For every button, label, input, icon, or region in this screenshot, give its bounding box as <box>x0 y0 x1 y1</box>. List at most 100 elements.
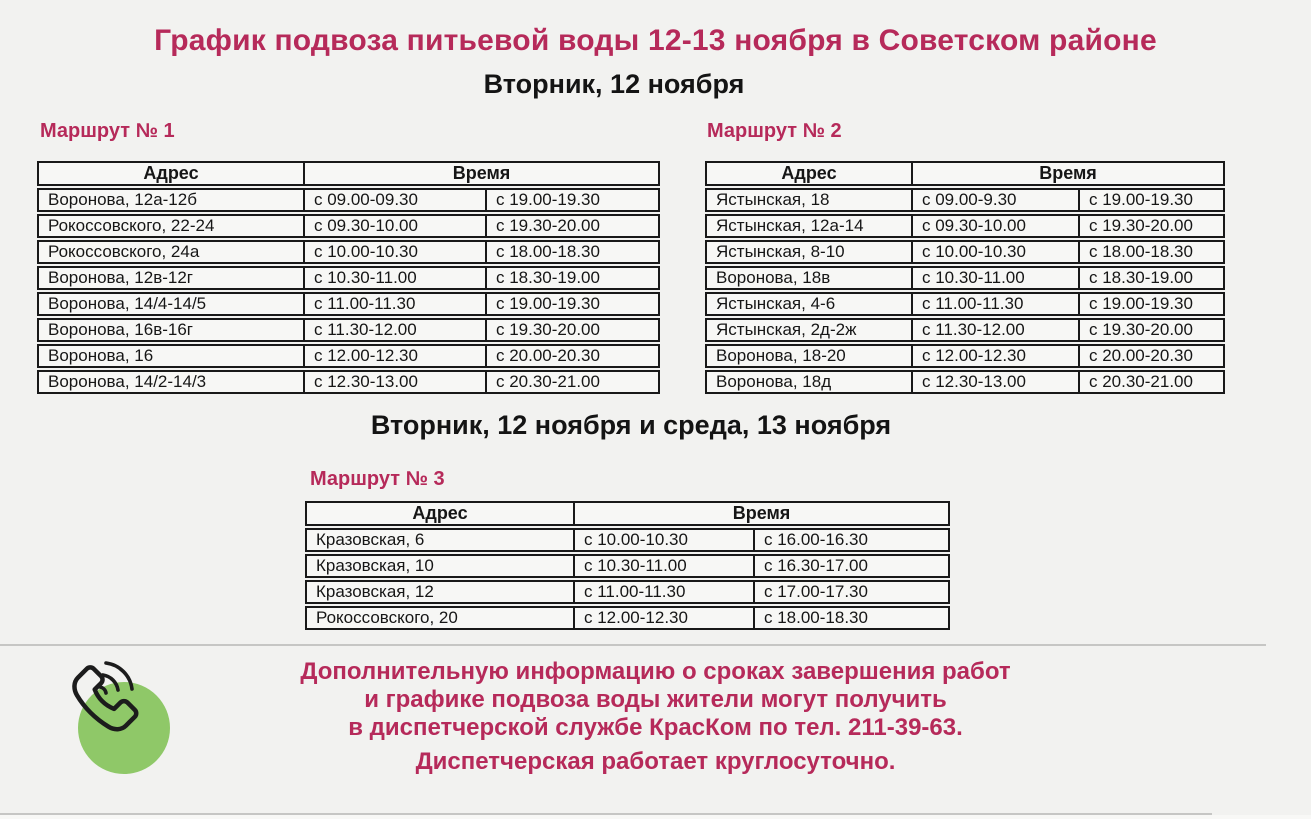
address-cell: Воронова, 16 <box>37 344 305 368</box>
address-cell: Ястынская, 4-6 <box>705 292 913 316</box>
time-slot-1-cell: с 09.30-10.00 <box>913 214 1080 238</box>
address-cell: Рокоссовского, 22-24 <box>37 214 305 238</box>
time-slot-1-cell: с 10.00-10.30 <box>305 240 487 264</box>
time-slot-2-cell: с 16.30-17.00 <box>755 554 950 578</box>
route-2-label: Маршрут № 2 <box>707 120 842 142</box>
time-slot-2-cell: с 18.30-19.00 <box>487 266 660 290</box>
time-column-header: Время <box>575 501 950 526</box>
page-title: График подвоза питьевой воды 12-13 ноябр… <box>154 24 1157 57</box>
time-slot-2-cell: с 19.00-19.30 <box>1080 188 1225 212</box>
address-cell: Воронова, 16в-16г <box>37 318 305 342</box>
footer-info-line-1: Дополнительную информацию о сроках завер… <box>300 658 1011 685</box>
address-cell: Кразовская, 10 <box>305 554 575 578</box>
time-slot-1-cell: с 09.00-9.30 <box>913 188 1080 212</box>
time-slot-2-cell: с 20.00-20.30 <box>1080 344 1225 368</box>
footer-info-line-2: и графике подвоза воды жители могут полу… <box>364 686 947 713</box>
table-row: Рокоссовского, 22-24 с 09.30-10.00 с 19.… <box>37 214 660 238</box>
top-divider-line <box>0 644 1266 646</box>
table-row: Воронова, 18-20 с 12.00-12.30 с 20.00-20… <box>705 344 1225 368</box>
table-header-row: Адрес Время <box>705 161 1225 186</box>
table-row: Воронова, 14/2-14/3 с 12.30-13.00 с 20.3… <box>37 370 660 394</box>
time-slot-1-cell: с 12.00-12.30 <box>575 606 755 630</box>
time-slot-2-cell: с 19.30-20.00 <box>487 214 660 238</box>
footer-note: Диспетчерская работает круглосуточно. <box>415 748 896 775</box>
table-row: Ястынская, 4-6 с 11.00-11.30 с 19.00-19.… <box>705 292 1225 316</box>
address-cell: Кразовская, 6 <box>305 528 575 552</box>
time-slot-2-cell: с 20.30-21.00 <box>487 370 660 394</box>
address-cell: Воронова, 12в-12г <box>37 266 305 290</box>
time-slot-1-cell: с 09.30-10.00 <box>305 214 487 238</box>
route-2-table: Адрес Время Ястынская, 18 с 09.00-9.30 с… <box>705 159 1225 396</box>
time-slot-1-cell: с 10.30-11.00 <box>575 554 755 578</box>
time-slot-1-cell: с 10.30-11.00 <box>305 266 487 290</box>
time-slot-2-cell: с 16.00-16.30 <box>755 528 950 552</box>
address-column-header: Адрес <box>705 161 913 186</box>
time-slot-1-cell: с 10.30-11.00 <box>913 266 1080 290</box>
time-slot-2-cell: с 18.00-18.30 <box>755 606 950 630</box>
table-row: Кразовская, 6 с 10.00-10.30 с 16.00-16.3… <box>305 528 950 552</box>
table-header-row: Адрес Время <box>37 161 660 186</box>
time-slot-1-cell: с 10.00-10.30 <box>575 528 755 552</box>
table-row: Кразовская, 12 с 11.00-11.30 с 17.00-17.… <box>305 580 950 604</box>
address-column-header: Адрес <box>37 161 305 186</box>
table-row: Ястынская, 18 с 09.00-9.30 с 19.00-19.30 <box>705 188 1225 212</box>
table-row: Воронова, 18д с 12.30-13.00 с 20.30-21.0… <box>705 370 1225 394</box>
time-slot-1-cell: с 12.30-13.00 <box>305 370 487 394</box>
address-cell: Воронова, 18в <box>705 266 913 290</box>
table-row: Кразовская, 10 с 10.30-11.00 с 16.30-17.… <box>305 554 950 578</box>
address-cell: Воронова, 12а-12б <box>37 188 305 212</box>
bottom-strip <box>0 815 1311 819</box>
table-row: Воронова, 14/4-14/5 с 11.00-11.30 с 19.0… <box>37 292 660 316</box>
address-cell: Рокоссовского, 20 <box>305 606 575 630</box>
table-row: Воронова, 12в-12г с 10.30-11.00 с 18.30-… <box>37 266 660 290</box>
time-slot-1-cell: с 12.00-12.30 <box>305 344 487 368</box>
phone-handset-icon <box>72 661 170 774</box>
address-cell: Ястынская, 12а-14 <box>705 214 913 238</box>
time-slot-1-cell: с 11.00-11.30 <box>305 292 487 316</box>
table-row: Ястынская, 8-10 с 10.00-10.30 с 18.00-18… <box>705 240 1225 264</box>
time-slot-2-cell: с 17.00-17.30 <box>755 580 950 604</box>
route-3-table: Адрес Время Кразовская, 6 с 10.00-10.30 … <box>305 499 950 632</box>
time-slot-1-cell: с 12.30-13.00 <box>913 370 1080 394</box>
time-slot-2-cell: с 20.30-21.00 <box>1080 370 1225 394</box>
time-slot-2-cell: с 19.00-19.30 <box>1080 292 1225 316</box>
address-cell: Воронова, 18д <box>705 370 913 394</box>
time-slot-1-cell: с 11.00-11.30 <box>575 580 755 604</box>
time-slot-2-cell: с 18.00-18.30 <box>487 240 660 264</box>
footer-info-block: Дополнительную информацию о сроках завер… <box>0 658 1311 776</box>
address-column-header: Адрес <box>305 501 575 526</box>
table-row: Воронова, 18в с 10.30-11.00 с 18.30-19.0… <box>705 266 1225 290</box>
address-cell: Рокоссовского, 24а <box>37 240 305 264</box>
route-1-table: Адрес Время Воронова, 12а-12б с 09.00-09… <box>37 159 660 396</box>
address-cell: Ястынская, 18 <box>705 188 913 212</box>
day2-heading: Вторник, 12 ноября и среда, 13 ноября <box>370 410 892 440</box>
time-slot-2-cell: с 19.30-20.00 <box>1080 214 1225 238</box>
table-row: Ястынская, 2д-2ж с 11.30-12.00 с 19.30-2… <box>705 318 1225 342</box>
route-3-label: Маршрут № 3 <box>310 468 445 490</box>
time-slot-1-cell: с 11.30-12.00 <box>305 318 487 342</box>
time-slot-1-cell: с 12.00-12.30 <box>913 344 1080 368</box>
table-row: Ястынская, 12а-14 с 09.30-10.00 с 19.30-… <box>705 214 1225 238</box>
address-cell: Кразовская, 12 <box>305 580 575 604</box>
time-slot-1-cell: с 09.00-09.30 <box>305 188 487 212</box>
time-column-header: Время <box>305 161 660 186</box>
bottom-divider-line <box>0 813 1212 815</box>
table-row: Рокоссовского, 20 с 12.00-12.30 с 18.00-… <box>305 606 950 630</box>
time-column-header: Время <box>913 161 1225 186</box>
day1-heading: Вторник, 12 ноября <box>483 69 745 99</box>
route-1-label: Маршрут № 1 <box>40 120 175 142</box>
time-slot-2-cell: с 18.00-18.30 <box>1080 240 1225 264</box>
table-row: Воронова, 16в-16г с 11.30-12.00 с 19.30-… <box>37 318 660 342</box>
address-cell: Воронова, 18-20 <box>705 344 913 368</box>
address-cell: Ястынская, 8-10 <box>705 240 913 264</box>
time-slot-2-cell: с 19.30-20.00 <box>1080 318 1225 342</box>
time-slot-2-cell: с 18.30-19.00 <box>1080 266 1225 290</box>
time-slot-2-cell: с 20.00-20.30 <box>487 344 660 368</box>
table-row: Рокоссовского, 24а с 10.00-10.30 с 18.00… <box>37 240 660 264</box>
table-header-row: Адрес Время <box>305 501 950 526</box>
address-cell: Воронова, 14/2-14/3 <box>37 370 305 394</box>
address-cell: Воронова, 14/4-14/5 <box>37 292 305 316</box>
time-slot-1-cell: с 10.00-10.30 <box>913 240 1080 264</box>
table-row: Воронова, 12а-12б с 09.00-09.30 с 19.00-… <box>37 188 660 212</box>
